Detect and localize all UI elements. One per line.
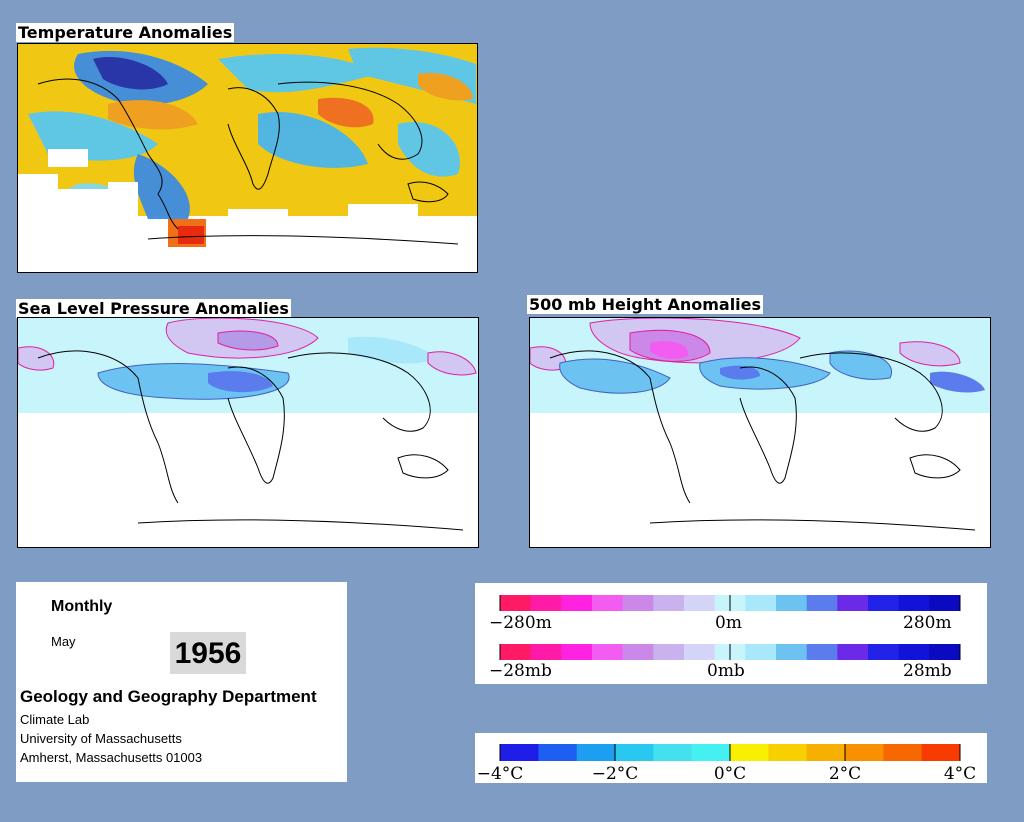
pressure-scale-zero: 0mb bbox=[707, 661, 745, 681]
temperature-scale-label: 4°C bbox=[944, 764, 976, 783]
temp-missing-data bbox=[18, 149, 418, 219]
year-display: 1956 bbox=[170, 632, 246, 674]
hbar-swatch bbox=[622, 595, 654, 611]
department-name: Geology and Geography Department bbox=[20, 687, 317, 706]
height-colorbar bbox=[499, 595, 961, 611]
height-coastlines bbox=[549, 350, 976, 531]
tbar-swatch bbox=[615, 744, 654, 761]
pbar-swatch bbox=[868, 644, 900, 660]
hbar-swatch bbox=[776, 595, 808, 611]
month-label: May bbox=[51, 634, 76, 649]
temperature-panel-title: Temperature Anomalies bbox=[16, 23, 235, 42]
tbar-swatch bbox=[768, 744, 808, 761]
temp-coastlines bbox=[37, 78, 459, 245]
pressure-scale-max: 28mb bbox=[903, 661, 952, 681]
hbar-swatch bbox=[745, 595, 777, 611]
tbar-swatch bbox=[845, 744, 884, 761]
temperature-scale-label: −4°C bbox=[477, 764, 524, 783]
university-name: University of Massachusetts bbox=[20, 731, 182, 746]
pbar-swatch bbox=[622, 644, 654, 660]
hbar-swatch bbox=[592, 595, 624, 611]
hbar-swatch bbox=[806, 595, 838, 611]
pbar-swatch bbox=[898, 644, 930, 660]
slp-panel-title: Sea Level Pressure Anomalies bbox=[16, 299, 291, 318]
hbar-swatch bbox=[561, 595, 593, 611]
hbar-swatch bbox=[500, 595, 532, 611]
temperature-anomaly-map bbox=[17, 43, 478, 273]
tbar-swatch bbox=[576, 744, 616, 761]
tbar-swatch bbox=[921, 744, 961, 761]
hbar-swatch bbox=[653, 595, 685, 611]
slp-coastlines bbox=[37, 350, 464, 531]
pbar-swatch bbox=[837, 644, 869, 660]
tbar-swatch bbox=[730, 744, 769, 761]
pbar-swatch bbox=[806, 644, 838, 660]
pbar-swatch bbox=[745, 644, 777, 660]
temperature-scale-label: 0°C bbox=[714, 764, 746, 783]
pbar-swatch bbox=[929, 644, 961, 660]
pbar-swatch bbox=[684, 644, 716, 660]
height-pressure-legend: −280m 0m 280m −28mb 0mb 28mb bbox=[475, 583, 987, 684]
pbar-swatch bbox=[592, 644, 624, 660]
tbar-swatch bbox=[691, 744, 731, 761]
tbar-swatch bbox=[883, 744, 923, 761]
hbar-swatch bbox=[898, 595, 930, 611]
height-scale-min: −280m bbox=[489, 613, 552, 633]
slp-anomaly-map bbox=[17, 317, 479, 548]
temp-cold-blobs bbox=[28, 47, 476, 219]
pbar-swatch bbox=[530, 644, 562, 660]
hbar-swatch bbox=[837, 595, 869, 611]
info-box: Monthly May 1956 Geology and Geography D… bbox=[16, 582, 347, 782]
height-panel-title: 500 mb Height Anomalies bbox=[527, 295, 764, 314]
pbar-swatch bbox=[561, 644, 593, 660]
temperature-legend: −4°C −2°C 0°C 2°C 4°C bbox=[475, 733, 987, 783]
address-line: Amherst, Massachusetts 01003 bbox=[20, 750, 203, 765]
temperature-scale-label: −2°C bbox=[592, 764, 639, 783]
height-scale-max: 280m bbox=[903, 613, 952, 633]
temperature-scale-label: 2°C bbox=[829, 764, 861, 783]
pressure-scale-min: −28mb bbox=[489, 661, 552, 681]
hbar-swatch bbox=[684, 595, 716, 611]
pbar-swatch bbox=[653, 644, 685, 660]
temp-warm-blobs bbox=[108, 73, 473, 247]
hbar-swatch bbox=[530, 595, 562, 611]
period-label: Monthly bbox=[51, 598, 113, 615]
tbar-swatch bbox=[538, 744, 578, 761]
tbar-swatch bbox=[653, 744, 693, 761]
pbar-swatch bbox=[500, 644, 532, 660]
height-scale-zero: 0m bbox=[715, 613, 742, 633]
pressure-colorbar bbox=[499, 644, 961, 660]
height-anomaly-map bbox=[529, 317, 991, 548]
tbar-swatch bbox=[806, 744, 846, 761]
hbar-swatch bbox=[868, 595, 900, 611]
tbar-swatch bbox=[500, 744, 539, 761]
temperature-colorbar bbox=[499, 744, 961, 761]
temperature-scale-labels: −4°C −2°C 0°C 2°C 4°C bbox=[477, 764, 976, 783]
lab-name: Climate Lab bbox=[20, 712, 90, 727]
pbar-swatch bbox=[776, 644, 808, 660]
hbar-swatch bbox=[929, 595, 961, 611]
